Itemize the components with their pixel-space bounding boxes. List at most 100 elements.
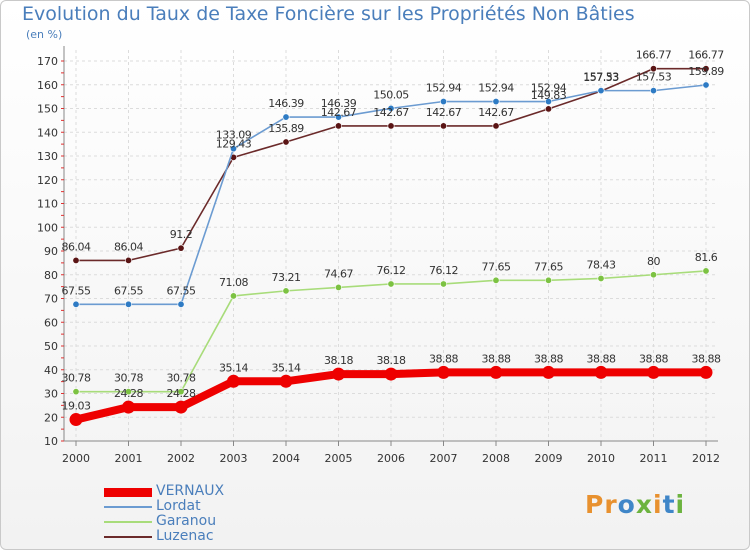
- data-label-lordat: 146.39: [268, 97, 304, 110]
- data-label-luzenac: 86.04: [62, 240, 91, 253]
- point-vernaux: [69, 413, 83, 427]
- point-garanou: [439, 280, 447, 288]
- point-garanou: [387, 280, 395, 288]
- logo-letter: r: [604, 490, 618, 519]
- data-label-luzenac: 86.04: [114, 240, 143, 253]
- point-lordat: [702, 81, 710, 89]
- point-luzenac: [492, 122, 500, 130]
- point-lordat: [72, 300, 80, 308]
- legend-item-garanou: Garanou: [104, 514, 304, 529]
- data-label-luzenac: 157.33: [583, 71, 619, 84]
- axis-layer: 10 20 30 40 50 60 70 80 90 100 110 120 130 140 150 160 1…: [37, 46, 720, 465]
- data-label-vernaux: 38.88: [587, 352, 616, 365]
- y-tick-label: 60: [44, 316, 58, 329]
- data-label-luzenac: 129.43: [216, 137, 252, 150]
- y-tick-label: 90: [44, 245, 58, 258]
- x-tick-label: 2000: [62, 452, 90, 465]
- x-tick-label: 2007: [430, 452, 458, 465]
- point-garanou: [597, 274, 605, 282]
- x-tick-label: 2005: [325, 452, 353, 465]
- data-label-luzenac: 166.77: [688, 49, 724, 62]
- chart-subtitle: (en %): [26, 28, 63, 41]
- point-vernaux: [174, 400, 188, 414]
- y-tick-label: 30: [44, 388, 58, 401]
- legend-item-luzenac: Luzenac: [104, 529, 304, 544]
- logo-letter: i: [653, 490, 663, 519]
- y-tick-label: 140: [37, 126, 58, 139]
- data-label-garanou: 76.12: [429, 264, 458, 277]
- point-vernaux: [437, 365, 450, 379]
- x-tick-label: 2002: [167, 452, 195, 465]
- data-label-luzenac: 149.83: [531, 89, 567, 102]
- point-lordat: [492, 98, 500, 106]
- data-label-vernaux: 38.88: [639, 352, 668, 365]
- logo-letter: t: [662, 490, 676, 519]
- data-label-vernaux: 38.18: [324, 354, 353, 367]
- y-tick-label: 40: [44, 364, 58, 377]
- legend-swatch-garanou: [104, 521, 152, 523]
- data-label-luzenac: 142.67: [373, 106, 409, 119]
- y-tick-label: 150: [37, 103, 58, 116]
- data-label-layer: 19.03 24.28 24.28 35.14 35.14 38.18 38.18 38.88…: [62, 49, 725, 413]
- data-label-garanou: 81.6: [695, 251, 718, 264]
- logo-letter: x: [635, 490, 653, 519]
- data-label-lordat: 67.55: [62, 284, 91, 297]
- point-luzenac: [649, 65, 657, 73]
- data-label-luzenac: 91.2: [170, 228, 193, 241]
- data-label-garanou: 30.78: [167, 372, 196, 385]
- x-tick-label: 2008: [482, 452, 510, 465]
- data-label-garanou: 80: [647, 255, 660, 268]
- point-garanou: [334, 283, 342, 291]
- point-vernaux: [489, 365, 503, 379]
- logo-letter: i: [675, 490, 686, 519]
- legend-label-luzenac: Luzenac: [156, 528, 214, 544]
- data-label-garanou: 30.78: [114, 372, 143, 385]
- data-label-lordat: 152.94: [426, 82, 462, 95]
- point-vernaux: [122, 400, 135, 414]
- y-tick-label: 160: [37, 79, 58, 92]
- y-tick-label: 170: [37, 55, 58, 68]
- point-vernaux: [227, 374, 240, 388]
- data-label-lordat: 152.94: [531, 82, 567, 95]
- data-label-vernaux: 35.14: [219, 361, 248, 374]
- point-garanou: [125, 388, 133, 396]
- point-luzenac: [125, 256, 133, 264]
- point-luzenac: [334, 122, 342, 130]
- x-tick-label: 2012: [692, 452, 720, 465]
- x-tick-label: 2010: [587, 452, 615, 465]
- logo-letter: P: [585, 490, 605, 519]
- point-lordat: [597, 87, 605, 95]
- data-label-lordat: 157.53: [636, 71, 672, 84]
- point-lordat: [439, 98, 447, 106]
- data-label-garanou: 78.43: [587, 258, 616, 271]
- point-luzenac: [282, 138, 290, 146]
- data-label-vernaux: 38.88: [429, 352, 458, 365]
- legend: VERNAUX Lordat Garanou Luzenac: [104, 484, 304, 544]
- point-vernaux: [384, 367, 398, 381]
- point-garanou: [230, 292, 238, 300]
- point-luzenac: [177, 244, 185, 252]
- data-label-garanou: 73.21: [272, 271, 301, 284]
- point-lordat: [177, 300, 185, 308]
- point-vernaux: [647, 365, 660, 379]
- legend-swatch-luzenac: [104, 536, 152, 538]
- data-label-vernaux: 38.18: [377, 354, 406, 367]
- point-lordat: [230, 145, 238, 153]
- data-label-garanou: 71.08: [219, 276, 248, 289]
- point-garanou: [702, 267, 710, 275]
- data-label-lordat: 150.05: [373, 88, 409, 101]
- data-label-luzenac: 142.67: [478, 106, 514, 119]
- data-label-lordat: 146.39: [321, 97, 357, 110]
- y-tick-label: 100: [37, 221, 58, 234]
- point-garanou: [544, 276, 552, 284]
- data-label-vernaux: 19.03: [62, 400, 91, 413]
- x-tick-label: 2011: [640, 452, 668, 465]
- point-garanou: [177, 388, 185, 396]
- point-garanou: [72, 388, 80, 396]
- y-tick-label: 10: [44, 435, 58, 448]
- chart-title: Evolution du Taux de Taxe Foncière sur l…: [22, 3, 635, 25]
- y-tick-label: 130: [37, 150, 58, 163]
- x-tick-label: 2004: [272, 452, 300, 465]
- data-label-vernaux: 24.28: [167, 387, 196, 400]
